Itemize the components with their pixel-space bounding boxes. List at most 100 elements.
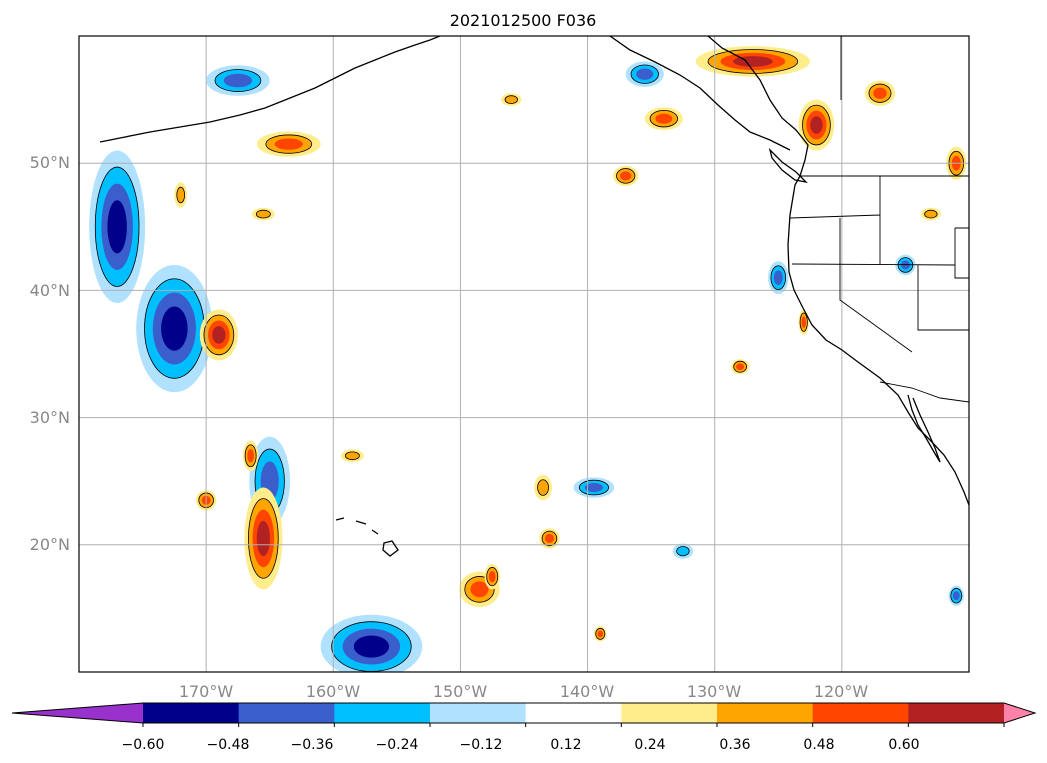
colorbar-tick-label: 0.36 bbox=[719, 737, 750, 753]
positive-anomaly-region bbox=[613, 165, 639, 187]
contour-band bbox=[952, 591, 960, 601]
colorbar-tick-label: −0.36 bbox=[291, 737, 334, 753]
positive-anomaly-region bbox=[798, 99, 835, 151]
colorbar-tick-label: 0.24 bbox=[634, 737, 665, 753]
colorbar-swatch bbox=[812, 703, 909, 723]
contour-band bbox=[488, 570, 496, 583]
colorbar-tick-marks bbox=[142, 723, 1005, 727]
positive-anomaly-region bbox=[593, 626, 607, 642]
colorbar-swatch bbox=[334, 703, 431, 723]
map-frame bbox=[78, 35, 970, 673]
positive-anomaly-region bbox=[484, 563, 500, 590]
colorbar-tick-label: −0.24 bbox=[376, 737, 419, 753]
map-area bbox=[79, 36, 969, 672]
positive-anomaly-region bbox=[920, 207, 942, 221]
contour-band bbox=[537, 479, 549, 496]
contour-band bbox=[107, 200, 127, 254]
colorbar-tick-labels: −0.60 −0.48 −0.36 −0.24 −0.12 0.12 0.24 … bbox=[122, 737, 920, 753]
contour-band bbox=[247, 448, 255, 463]
colorbar-swatch bbox=[908, 703, 1005, 723]
contour-band bbox=[655, 113, 673, 124]
contour-band bbox=[176, 186, 186, 204]
lon-label-150w: 150°W bbox=[433, 682, 488, 701]
positive-anomaly-region bbox=[534, 474, 552, 501]
negative-anomaly-region bbox=[206, 65, 270, 96]
contour-band bbox=[810, 116, 823, 134]
negative-anomaly-region bbox=[573, 477, 615, 498]
contour-band bbox=[353, 635, 390, 658]
colorbar-swatches bbox=[12, 703, 1035, 723]
contour-band bbox=[597, 630, 604, 638]
colorbar-tick-label: 0.48 bbox=[803, 737, 834, 753]
colorbar-tick-label: −0.60 bbox=[122, 737, 165, 753]
coastline-alaska-south bbox=[429, 36, 791, 151]
lat-label-20n: 20°N bbox=[30, 535, 70, 554]
positive-anomaly-region bbox=[644, 107, 683, 131]
contour-band bbox=[344, 451, 360, 461]
colorbar-swatch bbox=[143, 703, 240, 723]
negative-anomaly-region bbox=[89, 150, 146, 304]
border-us-mexico bbox=[879, 381, 969, 403]
coastlines bbox=[99, 36, 969, 557]
colorbar-swatch bbox=[717, 703, 814, 723]
coastline-baja bbox=[907, 394, 941, 463]
negative-anomaly-region bbox=[672, 543, 694, 559]
colorbar-swatch bbox=[621, 703, 718, 723]
lat-label-50n: 50°N bbox=[30, 153, 70, 172]
positive-anomaly-region bbox=[501, 93, 522, 106]
lon-label-140w: 140°W bbox=[560, 682, 615, 701]
lon-label-130w: 130°W bbox=[687, 682, 742, 701]
lon-label-170w: 170°W bbox=[179, 682, 234, 701]
anomaly-contours bbox=[89, 46, 967, 672]
positive-anomaly-region bbox=[174, 182, 188, 208]
lon-label-160w: 160°W bbox=[306, 682, 361, 701]
positive-anomaly-region bbox=[251, 207, 275, 221]
contour-band bbox=[161, 306, 188, 351]
colorbar-tick-label: 0.12 bbox=[550, 737, 581, 753]
colorbar-extend-low bbox=[12, 703, 143, 723]
colorbar: −0.60 −0.48 −0.36 −0.24 −0.12 0.12 0.24 … bbox=[11, 702, 1037, 753]
contour-band bbox=[676, 546, 690, 557]
positive-anomaly-region bbox=[731, 359, 750, 375]
negative-anomaly-region bbox=[768, 261, 789, 295]
colorbar-tick-label: 0.60 bbox=[888, 737, 919, 753]
coastline-aleutians bbox=[99, 39, 431, 143]
colorbar-tick-label: −0.12 bbox=[460, 737, 503, 753]
negative-anomaly-region bbox=[625, 61, 664, 87]
negative-anomaly-region bbox=[320, 614, 423, 672]
colorbar-extend-high bbox=[1004, 703, 1035, 723]
positive-anomaly-region bbox=[257, 131, 321, 157]
contour-band bbox=[924, 209, 938, 219]
lat-label-40n: 40°N bbox=[30, 281, 70, 300]
contour-band bbox=[544, 533, 554, 543]
lat-label-30n: 30°N bbox=[30, 408, 70, 427]
border-us-states bbox=[789, 176, 969, 353]
map-title: 2021012500 F036 bbox=[450, 11, 597, 30]
positive-anomaly-region bbox=[244, 487, 283, 590]
contour-band bbox=[801, 316, 806, 328]
contour-band bbox=[732, 56, 773, 67]
latitude-labels: 50°N 40°N 30°N 20°N bbox=[30, 153, 70, 554]
positive-anomaly-region bbox=[864, 80, 896, 106]
contour-band bbox=[873, 87, 887, 99]
contour-band bbox=[274, 138, 303, 150]
contour-band bbox=[223, 73, 253, 88]
colorbar-swatch bbox=[525, 703, 622, 723]
contour-band bbox=[212, 326, 226, 344]
coastline-vancouver-island bbox=[768, 147, 808, 184]
contour-band bbox=[773, 270, 783, 286]
contour-band bbox=[636, 68, 654, 80]
graticule bbox=[79, 36, 969, 672]
contour-band bbox=[620, 171, 632, 181]
contour-band bbox=[584, 483, 603, 493]
colorbar-swatch bbox=[430, 703, 527, 723]
contour-band bbox=[736, 363, 745, 371]
colorbar-swatch bbox=[238, 703, 335, 723]
coastline-hawaii bbox=[335, 517, 399, 557]
colorbar-tick-label: −0.48 bbox=[207, 737, 250, 753]
contour-band bbox=[504, 95, 518, 104]
lon-label-120w: 120°W bbox=[814, 682, 869, 701]
positive-anomaly-region bbox=[798, 309, 809, 335]
contour-band bbox=[255, 209, 271, 219]
